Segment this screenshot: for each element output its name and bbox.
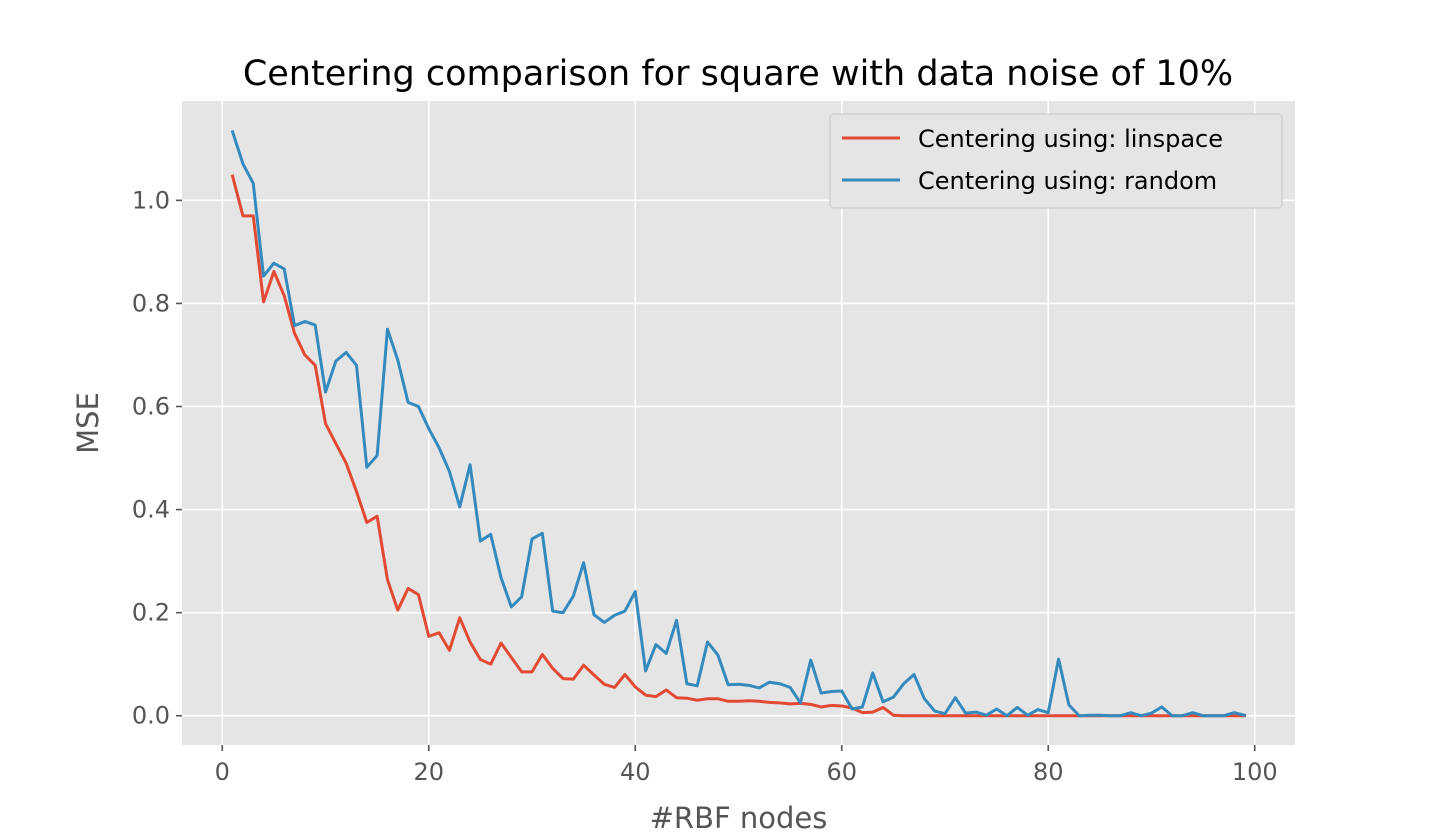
x-axis: 0 20 40 60 80 100 (215, 745, 1278, 786)
series-group (230, 129, 1247, 718)
y-axis: 0.0 0.2 0.4 0.6 0.8 1.0 (132, 186, 182, 730)
y-tick-label: 0.6 (132, 393, 170, 421)
x-tick-label: 0 (215, 758, 230, 786)
y-tick-label: 0.4 (132, 496, 170, 524)
legend-label: Centering using: linspace (918, 125, 1223, 153)
x-tick-label: 100 (1232, 758, 1278, 786)
x-tick-label: 20 (413, 758, 444, 786)
y-tick-label: 1.0 (132, 186, 170, 214)
y-tick-label: 0.0 (132, 702, 170, 730)
legend-label: Centering using: random (918, 167, 1217, 195)
series-line-linspace (230, 174, 1246, 718)
series-line-random (230, 129, 1247, 718)
legend: Centering using: linspace Centering using… (829, 113, 1283, 209)
y-axis-label: MSE (71, 392, 105, 454)
legend-box (829, 113, 1283, 209)
x-tick-label: 60 (826, 758, 857, 786)
x-axis-label: #RBF nodes (650, 801, 828, 835)
x-tick-label: 40 (620, 758, 651, 786)
y-tick-label: 0.8 (132, 289, 170, 317)
x-tick-label: 80 (1033, 758, 1064, 786)
y-tick-label: 0.2 (132, 599, 170, 627)
chart-title: Centering comparison for square with dat… (243, 54, 1233, 94)
